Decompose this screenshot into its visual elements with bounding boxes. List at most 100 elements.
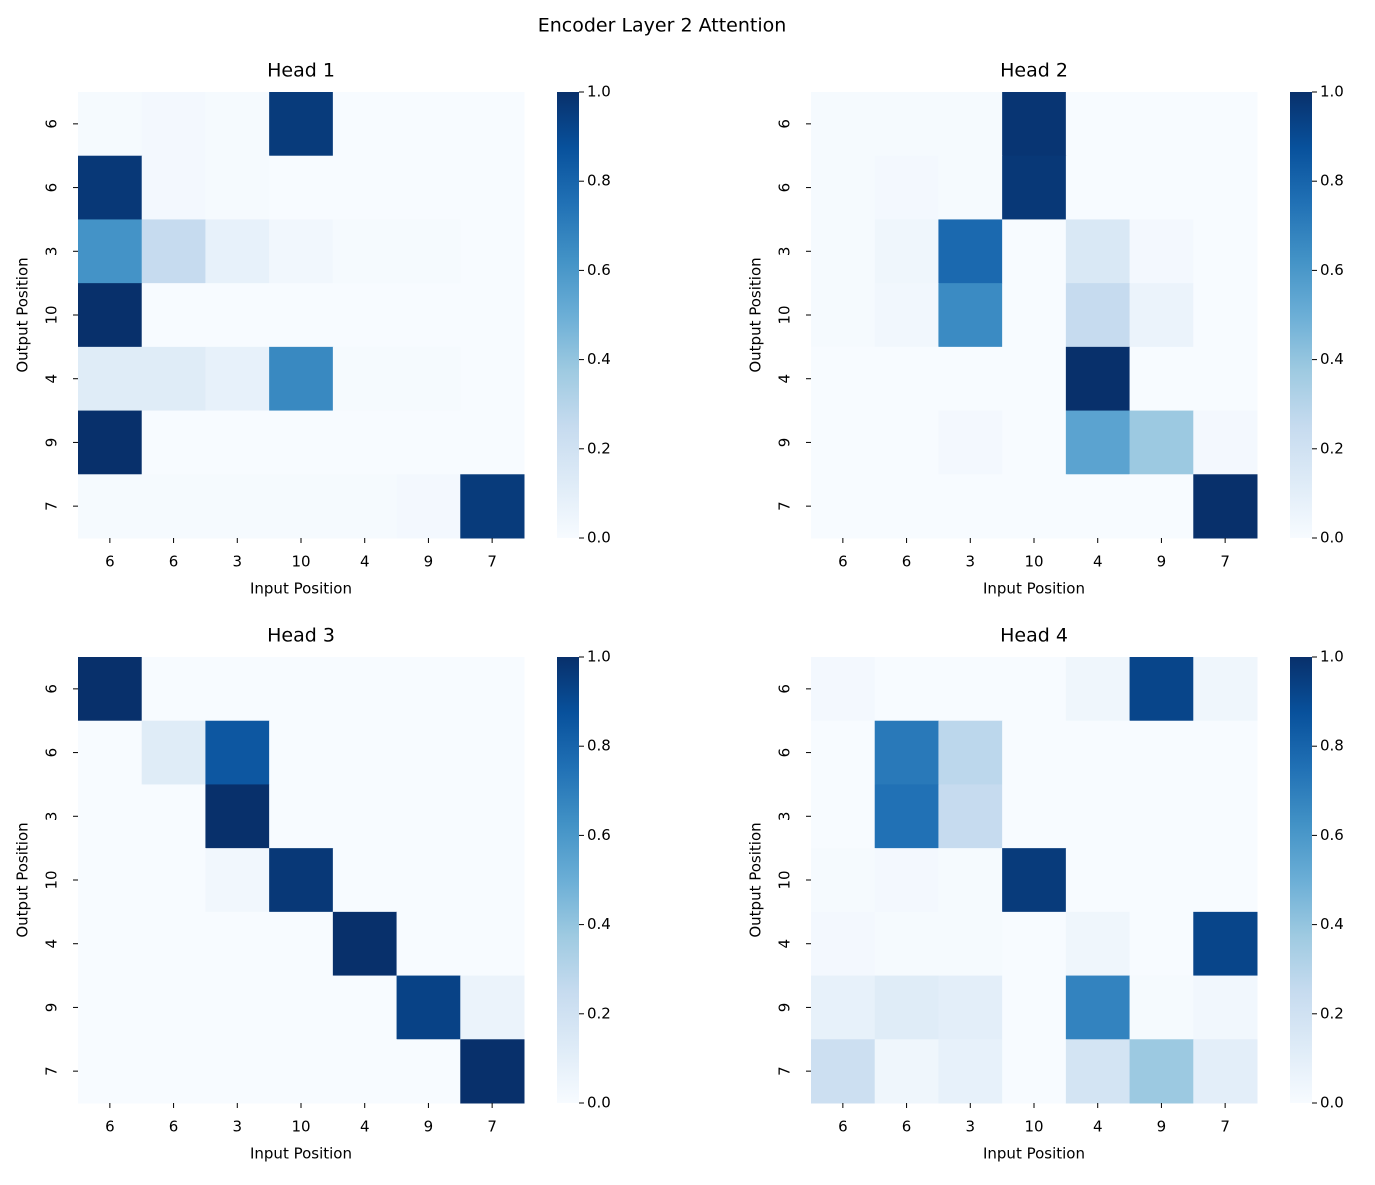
heatmap-cell (1193, 346, 1258, 412)
x-tick-label: 6 (902, 553, 912, 571)
colorbar-tick-label: 0.0 (587, 1094, 611, 1112)
heatmap-cell (269, 283, 334, 348)
heatmap-cell (205, 92, 270, 157)
heatmap-cell (332, 346, 398, 412)
heatmap-cell (205, 346, 270, 412)
x-tick-label: 10 (1024, 553, 1043, 571)
heatmap-cell (78, 283, 143, 348)
heatmap-cell (396, 219, 461, 284)
y-tick-label: 9 (776, 1003, 794, 1013)
heatmap-cell (811, 410, 876, 475)
heatmap-cell (205, 219, 270, 284)
heatmap-cell (269, 657, 334, 722)
heatmap-cell (78, 657, 143, 722)
x-tick-label: 6 (838, 1118, 848, 1136)
heatmap-cell (1129, 283, 1194, 348)
heatmap-cell (269, 155, 334, 220)
x-tick-label: 9 (424, 1118, 434, 1136)
colorbar-tick-label: 0.8 (587, 172, 611, 190)
colorbar-tick-label: 0.4 (1320, 350, 1344, 368)
heatmap-cell (460, 474, 525, 539)
heatmap-cell (460, 219, 525, 284)
heatmap-cell (1002, 848, 1067, 913)
heatmap-cell (1002, 346, 1067, 412)
heatmap-cell (332, 474, 398, 539)
y-tick-label: 10 (776, 305, 794, 324)
colorbar-tick-label: 0.4 (587, 350, 611, 368)
y-tick-label: 6 (43, 748, 61, 758)
heatmap-cell (811, 155, 876, 220)
heatmap-cell (460, 720, 525, 785)
heatmap-cell (78, 720, 143, 785)
y-tick-label: 6 (43, 183, 61, 193)
colorbar-tick-label: 0.8 (1320, 737, 1344, 755)
x-tick-label: 7 (1220, 553, 1230, 571)
heatmap-cell (141, 155, 206, 220)
colorbar-tick-label: 0.2 (587, 1004, 611, 1022)
y-tick-label: 10 (43, 305, 61, 324)
x-axis-label: Input Position (250, 1145, 352, 1163)
heatmap-cell (205, 283, 270, 348)
colorbar-tick-label: 0.2 (1320, 1004, 1344, 1022)
heatmap-cell (874, 283, 939, 348)
heatmap-cell (811, 346, 876, 412)
heatmap-cell (141, 219, 206, 284)
heatmap-cell (1193, 975, 1258, 1040)
heatmap-cell (396, 848, 461, 913)
heatmap-cell (205, 155, 270, 220)
heatmap-cell (332, 784, 398, 849)
colorbar-tick-label: 0.6 (587, 261, 611, 279)
colorbar-tick-label: 0.2 (1320, 439, 1344, 457)
subplot-title: Head 1 (267, 60, 335, 82)
heatmap-cell (460, 346, 525, 412)
heatmap-cell (1129, 474, 1194, 539)
x-tick-label: 10 (291, 553, 310, 571)
heatmap-cell (874, 784, 939, 849)
figure-title: Encoder Layer 2 Attention (538, 15, 787, 37)
heatmap-cell (141, 657, 206, 722)
colorbar-tick-label: 1.0 (587, 648, 611, 666)
colorbar-tick-label: 0.8 (1320, 172, 1344, 190)
heatmap-cell (396, 720, 461, 785)
y-axis-label: Output Position (14, 257, 32, 372)
heatmap-cell (1193, 219, 1258, 284)
x-tick-label: 6 (105, 553, 115, 571)
heatmap-cell (1065, 657, 1131, 722)
heatmap-cell (396, 474, 461, 539)
y-tick-label: 7 (776, 501, 794, 511)
heatmap-cell (1129, 911, 1194, 977)
heatmap-cell (1002, 657, 1067, 722)
heatmap-cell (1129, 657, 1194, 722)
x-tick-label: 3 (966, 553, 976, 571)
heatmap-cell (141, 474, 206, 539)
y-axis-label: Output Position (747, 257, 765, 372)
heatmap-cell (1193, 720, 1258, 785)
x-tick-label: 9 (1157, 553, 1167, 571)
heatmap-cell (78, 1039, 143, 1104)
heatmap-cell (1193, 848, 1258, 913)
x-axis-label: Input Position (983, 1145, 1085, 1163)
heatmap-cell (811, 848, 876, 913)
heatmap-cell (141, 848, 206, 913)
heatmap-cell (78, 784, 143, 849)
heatmap-cell (396, 155, 461, 220)
heatmap-cell (1129, 410, 1194, 475)
subplot-title: Head 2 (1000, 60, 1068, 82)
heatmap-cell (78, 92, 143, 157)
y-tick-label: 4 (43, 374, 61, 384)
colorbar-tick-label: 0.4 (1320, 915, 1344, 933)
heatmap-cell (269, 784, 334, 849)
x-tick-label: 6 (169, 1118, 179, 1136)
heatmap-cell (938, 92, 1003, 157)
x-tick-label: 4 (1093, 1118, 1103, 1136)
heatmap-cell (460, 283, 525, 348)
heatmap-cell (78, 975, 143, 1040)
y-axis-label: Output Position (747, 822, 765, 937)
heatmap-cell (811, 657, 876, 722)
heatmap-cell (1002, 283, 1067, 348)
heatmap-cell (1129, 346, 1194, 412)
heatmap-cell (141, 92, 206, 157)
y-tick-label: 4 (43, 939, 61, 949)
x-tick-label: 6 (105, 1118, 115, 1136)
heatmap-cell (205, 410, 270, 475)
